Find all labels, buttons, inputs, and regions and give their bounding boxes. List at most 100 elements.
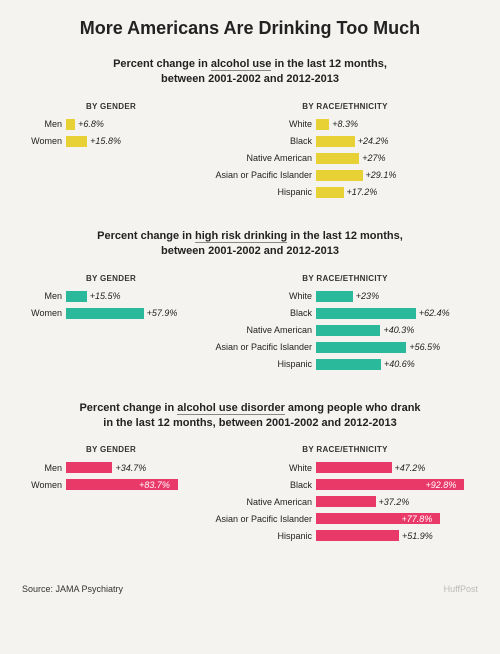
bar-row: White +23% <box>212 288 478 305</box>
race-header: BY RACE/ETHNICITY <box>212 274 478 283</box>
row-label: Women <box>22 308 66 318</box>
gender-panel: BY GENDERMen+15.5%Women+57.9% <box>22 274 200 373</box>
row-label: Men <box>22 463 66 473</box>
bar-track: +34.7% <box>66 462 200 473</box>
bar-value: +51.9% <box>402 531 433 541</box>
footer: Source: JAMA Psychiatry HuffPost <box>0 580 500 604</box>
bar-row: Black +92.8% <box>212 476 478 493</box>
bar-track: +6.8% <box>66 119 200 130</box>
row-label: White <box>212 463 316 473</box>
row-label: Women <box>22 136 66 146</box>
race-panel: BY RACE/ETHNICITY White +8.3% Black +24.2% Na… <box>212 102 478 201</box>
gender-header: BY GENDER <box>22 445 200 454</box>
bar-track: +62.4% <box>316 308 478 319</box>
bar-track: +92.8% <box>316 479 478 490</box>
gender-panel: BY GENDERMen+34.7%Women+83.7% <box>22 445 200 544</box>
bar-value: +23% <box>356 291 379 301</box>
infographic-page: More Americans Are Drinking Too Much Per… <box>0 0 500 580</box>
panels: BY GENDER Men+6.8%Women +15.8% BY RACE/ETHN… <box>22 102 478 201</box>
bar-track: +40.3% <box>316 325 478 336</box>
section-title: Percent change in alcohol use disorder a… <box>22 401 478 432</box>
bar-track: +51.9% <box>316 530 478 541</box>
sections-container: Percent change in alcohol use in the las… <box>22 57 478 544</box>
bar-row: Asian or Pacific Islander +77.8% <box>212 510 478 527</box>
row-label: Black <box>212 480 316 490</box>
bar-row: Men+34.7% <box>22 459 200 476</box>
bar-value: +56.5% <box>409 342 440 352</box>
bar-track: +8.3% <box>316 119 478 130</box>
bar-row: Native American+40.3% <box>212 322 478 339</box>
row-label: Women <box>22 480 66 490</box>
row-label: Men <box>22 119 66 129</box>
bar-row: Hispanic+17.2% <box>212 184 478 201</box>
brand-text: HuffPost <box>444 584 478 594</box>
bar-row: Black +62.4% <box>212 305 478 322</box>
row-label: Hispanic <box>212 531 316 541</box>
bar-value: +77.8% <box>401 514 432 524</box>
bar-value: +92.8% <box>425 480 456 490</box>
bar <box>316 530 399 541</box>
bar <box>316 342 406 353</box>
bar-track: +77.8% <box>316 513 478 524</box>
race-header: BY RACE/ETHNICITY <box>212 445 478 454</box>
bar-value: +15.8% <box>90 136 121 146</box>
bar-track: +37.2% <box>316 496 478 507</box>
race-panel: BY RACE/ETHNICITY White +23% Black +62.4% Nat… <box>212 274 478 373</box>
row-label: Native American <box>212 497 316 507</box>
bar <box>316 119 329 130</box>
bar <box>66 291 87 302</box>
bar-value: +40.6% <box>384 359 415 369</box>
bar-track: +27% <box>316 153 478 164</box>
source-text: Source: JAMA Psychiatry <box>22 584 123 594</box>
row-label: Asian or Pacific Islander <box>212 514 316 524</box>
bar-value: +57.9% <box>147 308 178 318</box>
bar <box>66 462 112 473</box>
bar-row: Native American +37.2% <box>212 493 478 510</box>
bar <box>316 325 380 336</box>
race-header: BY RACE/ETHNICITY <box>212 102 478 111</box>
row-label: Men <box>22 291 66 301</box>
row-label: Black <box>212 308 316 318</box>
bar-value: +27% <box>362 153 385 163</box>
bar-track: +23% <box>316 291 478 302</box>
bar-track: +15.8% <box>66 136 200 147</box>
bar-row: Asian or Pacific Islander +29.1% <box>212 167 478 184</box>
row-label: Asian or Pacific Islander <box>212 342 316 352</box>
row-label: White <box>212 119 316 129</box>
row-label: Black <box>212 136 316 146</box>
bar-value: +47.2% <box>395 463 426 473</box>
bar-value: +24.2% <box>358 136 389 146</box>
bar-row: Men+15.5% <box>22 288 200 305</box>
bar <box>316 136 355 147</box>
bar-value: +8.3% <box>332 119 358 129</box>
bar <box>316 153 359 164</box>
bar-row: Women +57.9% <box>22 305 200 322</box>
row-label: Asian or Pacific Islander <box>212 170 316 180</box>
row-label: Native American <box>212 325 316 335</box>
page-title: More Americans Are Drinking Too Much <box>22 18 478 39</box>
bar-value: +62.4% <box>419 308 450 318</box>
panels: BY GENDERMen+34.7%Women+83.7%BY RACE/ETH… <box>22 445 478 544</box>
bar-value: +29.1% <box>366 170 397 180</box>
gender-header: BY GENDER <box>22 274 200 283</box>
bar <box>66 308 144 319</box>
bar-value: +37.2% <box>379 497 410 507</box>
row-label: Native American <box>212 153 316 163</box>
row-label: Hispanic <box>212 187 316 197</box>
section-title: Percent change in alcohol use in the las… <box>22 57 478 88</box>
bar <box>66 119 75 130</box>
bar-track: +47.2% <box>316 462 478 473</box>
bar <box>316 308 416 319</box>
section-title: Percent change in high risk drinking in … <box>22 229 478 260</box>
bar-row: Asian or Pacific Islander +56.5% <box>212 339 478 356</box>
bar-track: +15.5% <box>66 291 200 302</box>
bar <box>316 462 392 473</box>
bar-track: +24.2% <box>316 136 478 147</box>
row-label: White <box>212 291 316 301</box>
gender-header: BY GENDER <box>22 102 200 111</box>
bar-track: +40.6% <box>316 359 478 370</box>
gender-panel: BY GENDER Men+6.8%Women +15.8% <box>22 102 200 201</box>
bar-row: Women+83.7% <box>22 476 200 493</box>
bar-track: +83.7% <box>66 479 200 490</box>
bar-row: Hispanic +51.9% <box>212 527 478 544</box>
